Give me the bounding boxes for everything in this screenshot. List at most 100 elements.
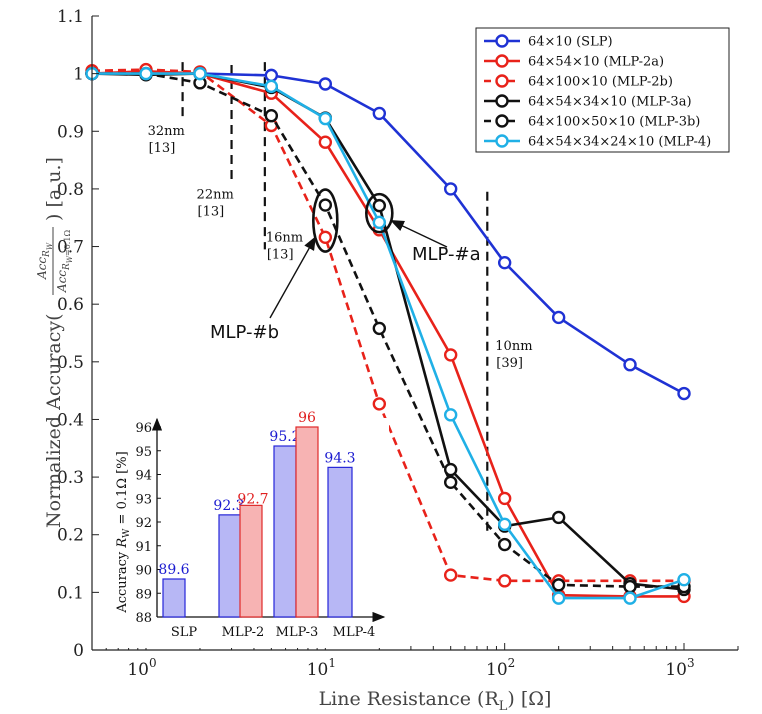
technode-label: 16nm: [266, 230, 303, 245]
technode-ref: [13]: [267, 247, 294, 262]
technode-ref: [39]: [496, 356, 523, 371]
series-point: [372, 397, 387, 411]
y-axis-title-suffix: ) [a.u.]: [43, 157, 65, 221]
mlp-a-highlight-ellipse: [365, 192, 394, 234]
inset-bar: [273, 445, 297, 618]
inset-category-label: MLP-2: [222, 625, 265, 640]
series-point: [372, 106, 387, 121]
inset-bar: [239, 504, 263, 618]
x-tick-label: 100: [127, 656, 156, 680]
series-line: [92, 72, 684, 588]
technode-label: 22nm: [197, 187, 234, 202]
inset-y-axis-title: Accuracy RW = 0.1Ω [%]: [115, 451, 132, 613]
series-point: [443, 348, 458, 362]
legend-swatch-marker: [495, 54, 509, 68]
series-point: [443, 408, 458, 422]
inset-y-tick-label: 95: [135, 445, 152, 460]
inset-y-tick-label: 92: [135, 516, 152, 531]
series-point: [264, 79, 279, 94]
mlp-a-arrow: [390, 219, 448, 248]
inset-bar-value-label: 92.7: [237, 491, 268, 507]
inset-y-tick-label: 94: [135, 469, 152, 484]
series-point: [372, 321, 387, 336]
x-axis-title: Line Resistance (RL) [Ω]: [319, 688, 552, 714]
y-tick-label: 0.4: [57, 410, 84, 430]
series-point: [372, 215, 387, 230]
y-tick-label: 0.9: [57, 122, 84, 142]
technode-ref: [13]: [198, 204, 225, 219]
series-point: [551, 591, 566, 605]
legend-entry-label: 64×54×34×24×10 (MLP-4): [528, 135, 711, 150]
series-point: [677, 572, 691, 587]
inset-category-label: MLP-4: [333, 625, 376, 640]
inset-y-axis-title-text: Accuracy RW = 0.1Ω [%]: [115, 451, 132, 613]
mlp-b-arrow: [269, 236, 317, 319]
y-tick-label: 1.1: [57, 7, 84, 27]
legend-swatch-marker: [495, 134, 509, 148]
technode-label: 32nm: [148, 124, 185, 139]
x-tick-label: 103: [665, 656, 694, 680]
inset-bar-value-label: 89.6: [158, 562, 189, 578]
y-tick-label: 0.7: [57, 238, 84, 258]
legend-entry-label: 64×54×34×10 (MLP-3a): [528, 95, 692, 110]
y-tick-label: 0.5: [57, 353, 84, 373]
series-point: [497, 255, 512, 270]
y-tick-label: 0.8: [57, 180, 84, 200]
series-point: [623, 591, 637, 605]
series-point: [443, 568, 458, 582]
inset-bar: [327, 466, 353, 618]
inset-y-tick-label: 89: [135, 587, 152, 602]
legend-entry-label: 64×10 (SLP): [528, 35, 613, 50]
series-point: [443, 462, 458, 477]
series-point: [497, 537, 512, 552]
technode-label: 10nm: [495, 339, 532, 354]
series-point: [443, 475, 458, 489]
x-tick-label: 102: [486, 656, 515, 680]
legend-swatch-marker: [495, 94, 509, 108]
series-point: [318, 135, 333, 149]
mlp-b-highlight-ellipse: [312, 188, 339, 253]
series-point: [318, 230, 333, 245]
series-point: [139, 66, 153, 81]
inset-y-tick-label: 93: [135, 492, 152, 507]
legend-entry-label: 64×54×10 (MLP-2a): [528, 55, 664, 70]
legend-swatch-marker: [495, 74, 509, 88]
y-tick-label: 0.3: [57, 468, 84, 488]
inset-y-tick-label: 90: [135, 564, 152, 579]
y-tick-label: 0: [73, 641, 84, 661]
inset-y-tick-label: 88: [135, 611, 152, 626]
series-point: [497, 574, 512, 588]
y-axis-title-denominator: AccRW=0.1Ω: [55, 230, 74, 294]
legend-swatch-marker: [495, 34, 509, 48]
series-point: [443, 182, 458, 196]
technode-ref: [13]: [149, 141, 176, 156]
inset-bar-value-label: 94.3: [324, 450, 355, 466]
inset-bar: [295, 426, 319, 618]
y-tick-label: 0.6: [57, 295, 84, 315]
inset-bar: [162, 578, 186, 618]
series-point: [677, 386, 691, 401]
inset-bar-value-label: 96: [298, 410, 316, 426]
inset-category-label: MLP-3: [276, 625, 319, 640]
series-point: [623, 579, 637, 594]
inset-y-tick-label: 91: [135, 540, 152, 555]
mlp-b-label: MLP-#b: [210, 322, 279, 343]
series-point: [623, 358, 637, 372]
series-point: [318, 198, 333, 212]
inset-y-tick-label: 96: [135, 421, 152, 436]
series-point: [372, 198, 387, 213]
legend-entry-label: 64×100×10 (MLP-2b): [528, 75, 673, 90]
series-point: [264, 109, 279, 123]
inset-bar-value-label: 92.3: [213, 498, 244, 514]
legend-entry-label: 64×100×50×10 (MLP-3b): [528, 115, 700, 130]
series-point: [264, 68, 279, 83]
mlp-a-label: MLP-#a: [412, 244, 481, 265]
y-axis-title-prefix: Normalized Accuracy(: [43, 313, 65, 528]
inset-category-label: SLP: [171, 625, 198, 640]
series-point: [497, 491, 512, 506]
series-point: [551, 578, 566, 592]
series-point: [318, 111, 333, 126]
